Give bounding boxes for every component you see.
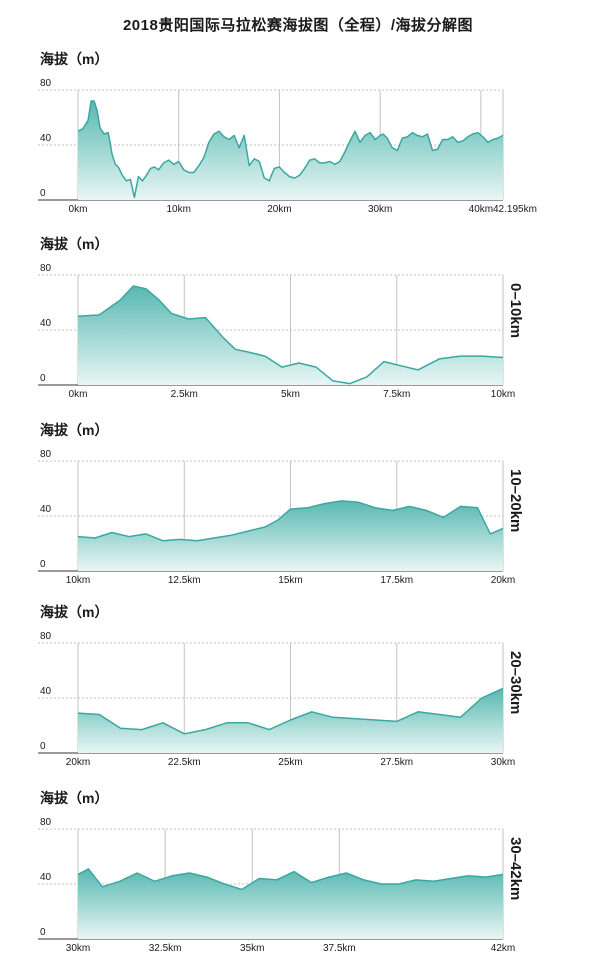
elevation-line bbox=[77, 100, 504, 199]
x-tick-label: 20km bbox=[66, 757, 90, 768]
x-tick-label: 25km bbox=[278, 757, 302, 768]
elevation-panel-1: 海拔（m） 0 40 80 0km 2.5km 5km 7.5km 10km 0–10km bbox=[0, 230, 596, 415]
x-tick-label: 7.5km bbox=[383, 389, 410, 400]
elevation-area bbox=[78, 500, 503, 571]
page-title: 2018贵阳国际马拉松赛海拔图（全程）/海拔分解图 bbox=[122, 17, 474, 34]
segment-range-label: 30–42km bbox=[507, 837, 524, 901]
y-tick-label: 80 bbox=[40, 78, 52, 89]
x-tick-label: 40km bbox=[469, 204, 493, 215]
elevation-line bbox=[77, 500, 504, 542]
y-tick-label: 40 bbox=[40, 504, 52, 515]
x-tick-label: 20km bbox=[491, 575, 515, 586]
x-tick-label: 30km bbox=[491, 757, 515, 768]
elevation-panel-0: 海拔（m） 0 40 80 0km 10km 20km 30km 40km 42.195km bbox=[0, 45, 596, 230]
elevation-chart-1: 0 40 80 0km 2.5km 5km 7.5km 10km bbox=[38, 263, 515, 400]
segment-range-label: 0–10km bbox=[507, 283, 524, 339]
elevation-panel-2: 海拔（m） 0 40 80 10km 12.5km 15km 17.5km 20km 10–20k… bbox=[0, 416, 596, 601]
x-tick-label: 17.5km bbox=[380, 575, 413, 586]
y-tick-label: 0 bbox=[40, 188, 46, 199]
elevation-chart-0: 0 40 80 0km 10km 20km 30km 40km 42.195km bbox=[38, 78, 537, 215]
x-tick-label: 20km bbox=[267, 204, 291, 215]
segment-range-label: 20–30km bbox=[507, 651, 524, 715]
x-tick-label: 37.5km bbox=[323, 943, 356, 954]
elevation-panel-4: 海拔（m） 0 40 80 30km 32.5km 35km 37.5km 42km 30–42k… bbox=[0, 784, 596, 969]
x-tick-label: 15km bbox=[278, 575, 302, 586]
y-tick-label: 40 bbox=[40, 872, 52, 883]
x-tick-label: 42.195km bbox=[493, 204, 537, 215]
x-tick-label: 5km bbox=[281, 389, 300, 400]
y-tick-label: 40 bbox=[40, 318, 52, 329]
elevation-line bbox=[77, 687, 504, 735]
y-axis-label: 海拔（m） bbox=[40, 236, 109, 252]
x-tick-label: 12.5km bbox=[168, 575, 201, 586]
elevation-area bbox=[78, 868, 503, 939]
x-tick-label: 10km bbox=[166, 204, 190, 215]
x-tick-label: 30km bbox=[66, 943, 90, 954]
y-axis-label: 海拔（m） bbox=[40, 51, 109, 67]
elevation-panel-3: 海拔（m） 0 40 80 20km 22.5km 25km 27.5km 30km 20–30k… bbox=[0, 598, 596, 783]
x-tick-label: 0km bbox=[69, 204, 88, 215]
x-tick-label: 10km bbox=[66, 575, 90, 586]
x-tick-label: 2.5km bbox=[171, 389, 198, 400]
x-tick-label: 35km bbox=[240, 943, 264, 954]
y-axis-label: 海拔（m） bbox=[40, 422, 109, 438]
x-tick-label: 32.5km bbox=[149, 943, 182, 954]
elevation-chart-4: 0 40 80 30km 32.5km 35km 37.5km 42km bbox=[38, 817, 515, 954]
y-tick-label: 0 bbox=[40, 559, 46, 570]
y-tick-label: 0 bbox=[40, 373, 46, 384]
x-tick-label: 10km bbox=[491, 389, 515, 400]
x-tick-label: 27.5km bbox=[380, 757, 413, 768]
segment-range-label: 10–20km bbox=[507, 469, 524, 533]
y-tick-label: 40 bbox=[40, 686, 52, 697]
y-axis-label: 海拔（m） bbox=[40, 604, 109, 620]
elevation-area bbox=[78, 101, 503, 200]
y-tick-label: 80 bbox=[40, 817, 52, 828]
x-tick-label: 30km bbox=[368, 204, 392, 215]
y-tick-label: 80 bbox=[40, 631, 52, 642]
y-tick-label: 80 bbox=[40, 449, 52, 460]
y-tick-label: 0 bbox=[40, 927, 46, 938]
elevation-chart-2: 0 40 80 10km 12.5km 15km 17.5km 20km bbox=[38, 449, 515, 586]
elevation-line bbox=[77, 285, 504, 385]
elevation-line bbox=[77, 868, 504, 891]
y-tick-label: 80 bbox=[40, 263, 52, 274]
elevation-chart-3: 0 40 80 20km 22.5km 25km 27.5km 30km bbox=[38, 631, 515, 768]
x-tick-label: 42km bbox=[491, 943, 515, 954]
y-axis-label: 海拔（m） bbox=[40, 790, 109, 806]
x-tick-label: 0km bbox=[69, 389, 88, 400]
x-tick-label: 22.5km bbox=[168, 757, 201, 768]
y-tick-label: 40 bbox=[40, 133, 52, 144]
y-tick-label: 0 bbox=[40, 741, 46, 752]
elevation-area bbox=[78, 286, 503, 385]
